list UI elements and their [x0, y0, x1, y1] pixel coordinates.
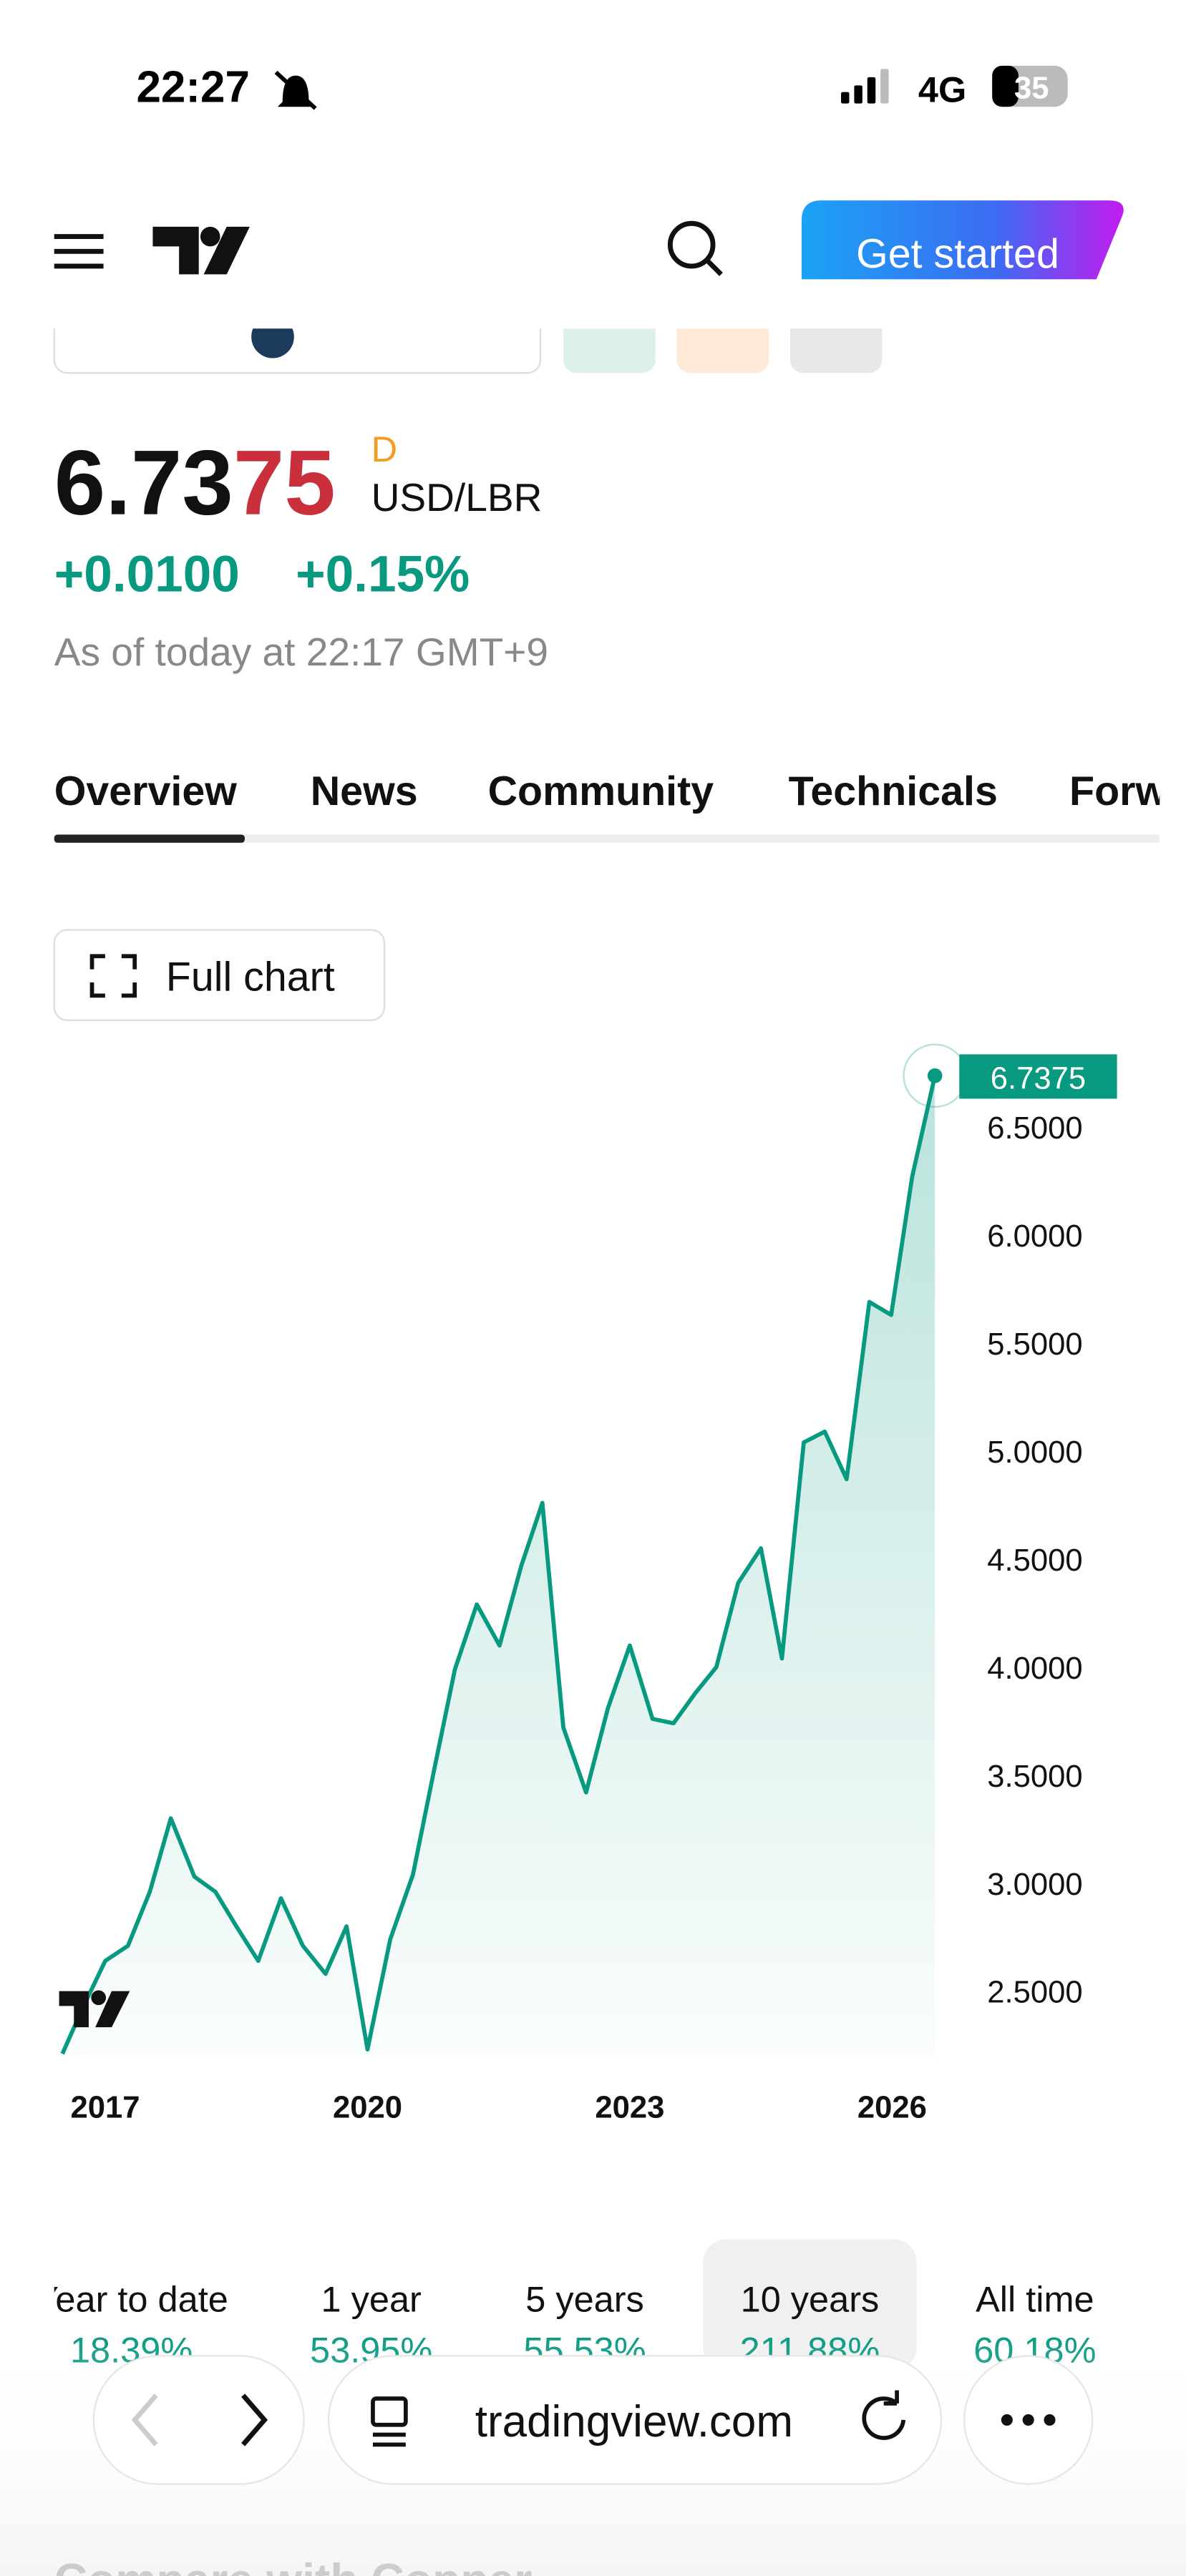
symbol-pills	[0, 279, 1186, 374]
tab[interactable]: Overview	[54, 769, 237, 814]
period-label[interactable]: Year to date	[34, 2278, 228, 2319]
area	[62, 1075, 935, 2057]
expand-icon	[89, 954, 137, 998]
battery-level	[992, 65, 1019, 107]
tabs: Overview News Community Technicals Forwa…	[54, 769, 1186, 814]
menu-icon[interactable]	[54, 234, 104, 269]
y-tick-label: 2.5000	[987, 1976, 1082, 2010]
y-tick-label: 3.5000	[987, 1760, 1082, 1794]
y-tick-label: 5.5000	[987, 1327, 1082, 1362]
network: 4G	[918, 69, 966, 109]
battery-text: 35	[1014, 72, 1049, 106]
price: 6.7375	[54, 432, 336, 535]
reload-button[interactable]	[862, 2390, 906, 2440]
y-tick-label: 5.0000	[987, 1435, 1082, 1470]
logo[interactable]	[152, 226, 250, 275]
y-tick-label: 6.0000	[987, 1219, 1082, 1254]
x-tick-label: 2017	[71, 2090, 140, 2124]
tab[interactable]: News	[311, 769, 418, 814]
period-label[interactable]: 10 years	[741, 2278, 880, 2319]
period-label[interactable]: 5 years	[525, 2278, 644, 2319]
forward-button[interactable]	[241, 2394, 268, 2446]
footer-heading: Compare with Copper	[54, 2555, 533, 2576]
nav-pill	[92, 2355, 305, 2485]
x-tick-label: 2026	[857, 2090, 927, 2124]
y-tick-label: 3.0000	[987, 1868, 1082, 1902]
y-tick-label: 6.5000	[987, 1111, 1082, 1146]
back-button[interactable]	[131, 2394, 158, 2446]
tab-indicator	[54, 834, 245, 843]
x-tick-label: 2023	[595, 2090, 664, 2124]
get-started-label[interactable]: Get started	[856, 231, 1059, 277]
last-point	[927, 1068, 943, 1083]
last-price-tag	[959, 1054, 1117, 1099]
chart-logo	[59, 1990, 130, 2028]
last-price-label: 6.7375	[991, 1062, 1086, 1096]
price-flag: D	[371, 429, 397, 469]
tab[interactable]: Community	[488, 769, 714, 814]
tab-icon	[371, 2396, 408, 2447]
clock: 22:27	[136, 62, 249, 112]
period-label[interactable]: 1 year	[321, 2278, 422, 2319]
change: +0.0100	[54, 547, 240, 603]
price-line	[60, 1075, 938, 2055]
y-tick-label: 4.5000	[987, 1543, 1082, 1578]
mute-icon	[274, 70, 317, 110]
signal-icon	[841, 69, 889, 104]
full-chart-label[interactable]: Full chart	[166, 954, 335, 1000]
tab-track	[54, 834, 1160, 843]
tab[interactable]: Technicals	[789, 769, 998, 814]
change-percent: +0.15%	[296, 547, 470, 603]
y-tick-label: 4.0000	[987, 1652, 1082, 1686]
search-icon[interactable]	[667, 220, 723, 276]
url[interactable]: tradingview.com	[475, 2397, 793, 2446]
price-main: 6.73	[54, 432, 233, 535]
price-tail: 75	[233, 432, 336, 535]
url-pill[interactable]	[327, 2355, 943, 2485]
tab[interactable]: Forward	[1069, 769, 1186, 814]
pair: USD/LBR	[371, 475, 543, 519]
x-tick-label: 2020	[333, 2090, 402, 2124]
chart: 2.5000 3.0000 3.5000 4.0000 4.5000 5.0000 5.50…	[60, 1043, 1117, 2124]
as-of: As of today at 22:17 GMT+9	[54, 630, 548, 674]
more-icon	[1001, 2414, 1056, 2426]
period-label[interactable]: All time	[976, 2278, 1094, 2319]
